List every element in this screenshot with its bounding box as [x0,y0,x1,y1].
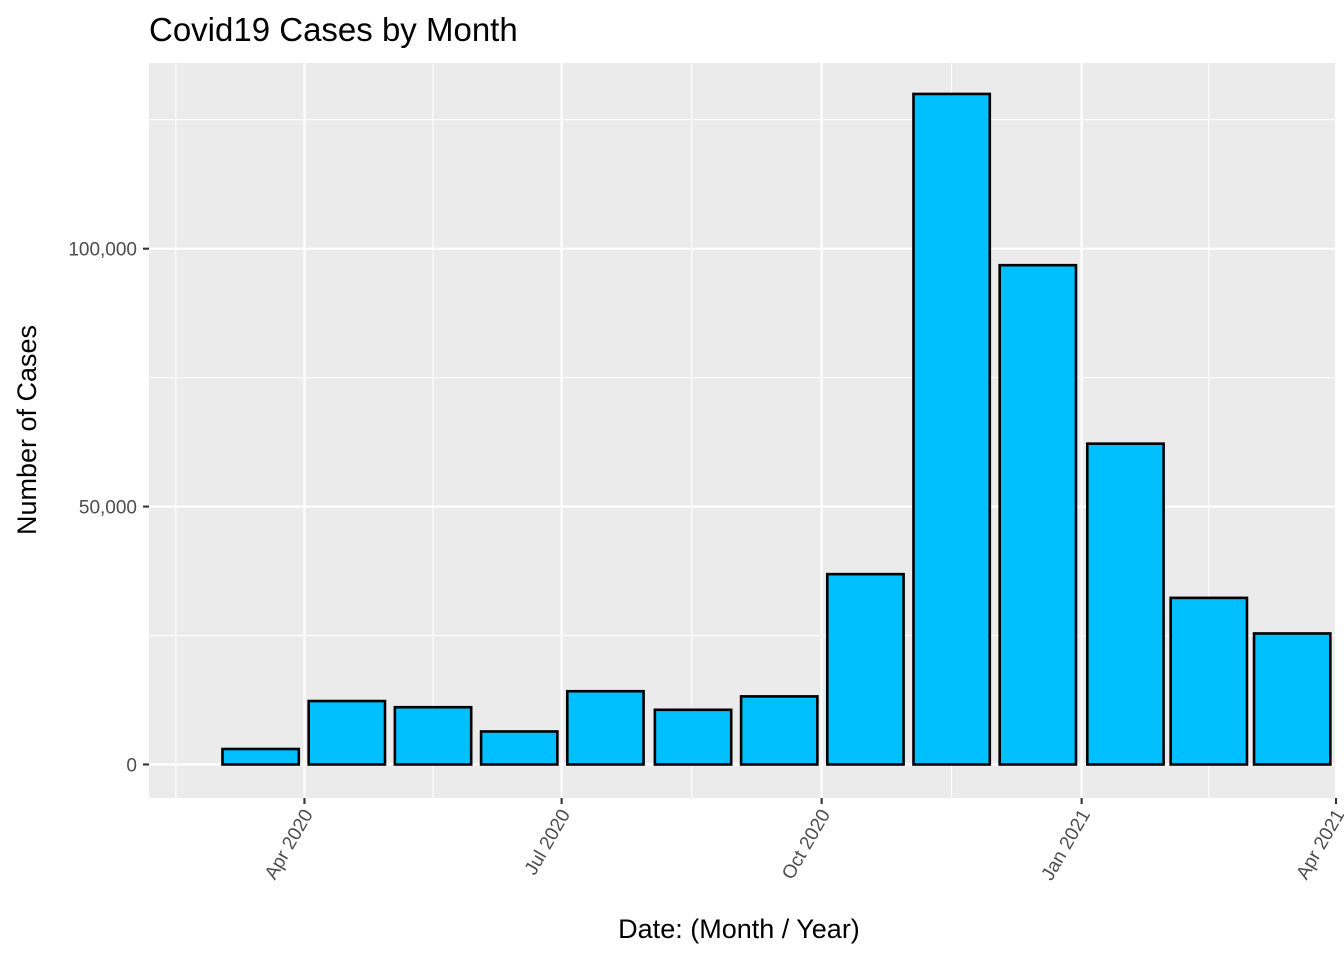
x-axis: Apr 2020 Jul 2020 Oct 2020 Jan 2021 Apr 2021 [261,798,1344,884]
bar-2020-07 [565,689,645,766]
x-tick-label: Apr 2021 [1293,806,1344,883]
y-tick-label: 50,000 [79,498,137,519]
bar-2020-08 [653,708,733,766]
bar-2021-01 [1085,442,1165,766]
bar-2020-09 [739,695,819,766]
x-tick-label: Jan 2021 [1038,806,1095,884]
bar-2020-06 [479,730,559,766]
x-axis-title: Date: (Month / Year) [618,914,860,944]
x-tick-label: Jul 2020 [521,806,575,879]
y-axis: 0 50,000 100,000 [68,240,149,776]
bar-2021-02 [1169,596,1249,766]
bar-2020-11 [912,92,992,766]
bar-2021-03 [1252,632,1332,766]
bar-2020-04 [307,699,387,766]
bar-2020-12 [998,263,1078,766]
x-tick-label: Apr 2020 [261,806,318,883]
y-tick-label: 0 [126,755,137,776]
bar-2020-03 [221,747,301,766]
bar-2020-10 [825,572,905,766]
bar-series [221,92,1332,766]
bar-2020-05 [393,705,473,766]
y-tick-label: 100,000 [68,240,137,261]
y-axis-title: Number of Cases [12,325,42,535]
x-tick-label: Oct 2020 [778,806,835,883]
chart-title: Covid19 Cases by Month [149,11,518,48]
